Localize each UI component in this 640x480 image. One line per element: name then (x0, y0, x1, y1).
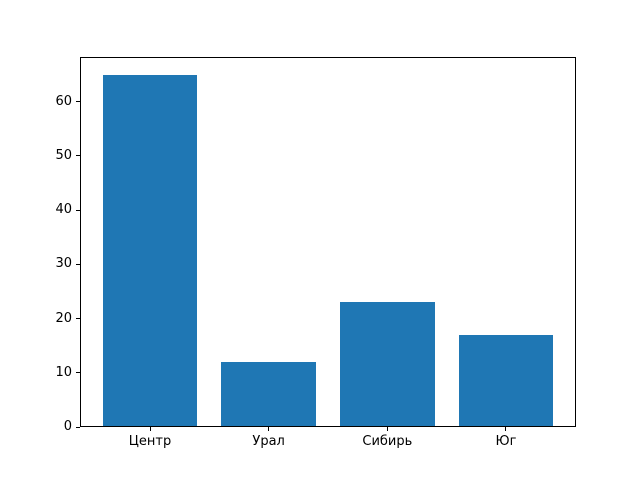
x-tick-label: Сибирь (362, 434, 413, 449)
x-tick (268, 427, 270, 431)
y-tick (76, 101, 80, 103)
y-tick-label: 40 (55, 202, 72, 218)
y-tick (76, 155, 80, 157)
y-tick (76, 372, 80, 374)
x-tick (505, 427, 507, 431)
bar-Урал (221, 361, 317, 427)
y-tick-label: 10 (55, 364, 72, 380)
bar-Юг (458, 334, 554, 427)
x-tick-label: Центр (128, 434, 172, 449)
y-tick-label: 30 (55, 256, 72, 272)
x-tick-label: Урал (252, 434, 285, 449)
bar-Центр (102, 74, 198, 427)
y-tick (76, 426, 80, 428)
y-tick-label: 20 (55, 310, 72, 326)
y-tick-label: 0 (63, 419, 72, 434)
x-tick (149, 427, 151, 431)
y-tick (76, 263, 80, 265)
y-tick (76, 318, 80, 320)
y-tick-label: 60 (55, 93, 72, 109)
y-tick-label: 50 (55, 147, 72, 163)
bar-Сибирь (339, 302, 435, 427)
x-tick-label: Юг (495, 434, 517, 449)
y-tick (76, 209, 80, 211)
x-tick (386, 427, 388, 431)
